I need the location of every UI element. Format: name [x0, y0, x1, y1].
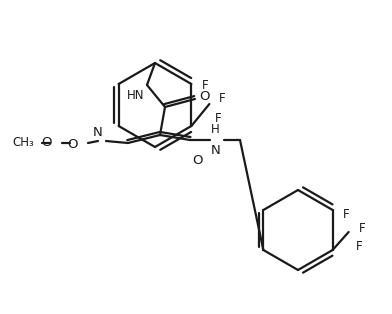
- Text: CH₃: CH₃: [12, 136, 34, 149]
- Text: N: N: [211, 144, 221, 157]
- Text: methoxy: methoxy: [54, 143, 60, 144]
- Text: F: F: [356, 240, 362, 253]
- Text: H: H: [211, 123, 220, 136]
- Text: F: F: [343, 208, 350, 221]
- Text: F: F: [359, 221, 365, 235]
- Text: F: F: [215, 112, 222, 125]
- Text: O: O: [42, 136, 52, 149]
- Text: N: N: [93, 126, 103, 139]
- Text: O: O: [199, 90, 209, 104]
- Text: O: O: [67, 138, 78, 150]
- Text: F: F: [220, 93, 226, 106]
- Text: F: F: [202, 79, 209, 92]
- Text: O: O: [192, 154, 203, 167]
- Text: HN: HN: [127, 89, 144, 102]
